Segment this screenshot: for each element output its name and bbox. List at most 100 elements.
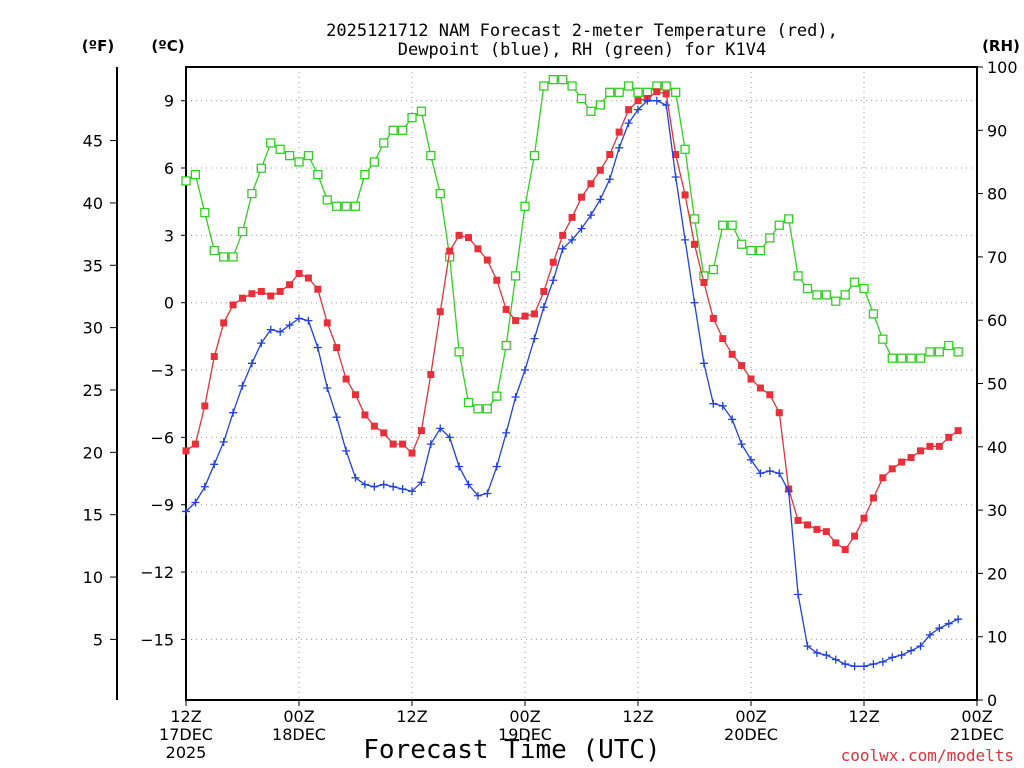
dewpoint-point xyxy=(925,630,934,639)
celsius-tick-label: −6 xyxy=(150,428,174,447)
rh-point xyxy=(529,150,540,161)
rh-point xyxy=(369,157,379,167)
rh-point xyxy=(859,283,869,294)
dewpoint-point xyxy=(596,195,605,204)
rh-point xyxy=(275,144,285,154)
dewpoint-point xyxy=(323,383,332,392)
dewpoint-point xyxy=(191,498,200,507)
dewpoint-point xyxy=(756,469,765,478)
rh-point xyxy=(595,100,605,110)
temperature-point xyxy=(578,193,585,201)
rh-tick-label: 90 xyxy=(987,121,1007,140)
temperature-point xyxy=(841,546,849,554)
dewpoint-point xyxy=(690,298,699,307)
rh-point xyxy=(360,169,370,180)
celsius-tick-label: −3 xyxy=(150,361,174,380)
dewpoint-point xyxy=(502,428,511,437)
dewpoint-point xyxy=(210,460,219,469)
temperature-point xyxy=(898,458,906,466)
rh-point xyxy=(181,176,191,186)
dewpoint-point xyxy=(398,485,407,493)
dewpoint-point xyxy=(445,433,454,442)
temperature-point xyxy=(794,516,802,524)
rh-point xyxy=(849,277,860,287)
temperature-point xyxy=(549,258,557,266)
fahrenheit-tick-label: 35 xyxy=(83,256,103,275)
rh-point xyxy=(548,75,558,85)
temperature-point xyxy=(427,371,435,379)
rh-point xyxy=(887,353,897,363)
temperature-point xyxy=(220,319,228,327)
temperature-point xyxy=(738,362,746,370)
temperature-point xyxy=(361,411,369,419)
fahrenheit-tick-label: 45 xyxy=(83,132,103,151)
rh-point xyxy=(708,264,718,275)
temperature-point xyxy=(493,276,501,284)
dewpoint-point xyxy=(332,413,341,422)
temperature-point xyxy=(229,301,237,309)
rh-point xyxy=(397,125,408,135)
temperature-point xyxy=(248,290,256,298)
rh-point xyxy=(284,150,295,161)
dewpoint-point xyxy=(219,437,228,446)
dewpoint-point xyxy=(888,653,897,662)
temperature-point xyxy=(380,429,388,437)
rh-point xyxy=(831,296,841,306)
dewpoint-point xyxy=(539,303,548,312)
time-tick-label: 12Z xyxy=(396,707,427,726)
dewpoint-point xyxy=(182,507,190,516)
dewpoint-point xyxy=(370,482,379,491)
dewpoint-point xyxy=(313,343,322,352)
temperature-point xyxy=(568,213,576,221)
temperature-point xyxy=(239,294,246,302)
rh-point xyxy=(200,207,210,218)
x-axis-label: Forecast Time (UTC) xyxy=(363,735,660,765)
temperature-point xyxy=(399,440,407,448)
rh-point xyxy=(350,201,361,211)
rh-point xyxy=(510,271,521,281)
dewpoint-point xyxy=(869,660,878,669)
dewpoint-point xyxy=(765,467,774,476)
dewpoint-point xyxy=(455,462,464,471)
rh-line xyxy=(185,79,959,410)
fahrenheit-unit-label: (ºF) xyxy=(82,37,114,55)
dewpoint-point xyxy=(238,381,247,390)
temperature-point xyxy=(888,465,896,473)
temperature-point xyxy=(945,433,953,441)
rh-point xyxy=(219,252,229,262)
dewpoint-point xyxy=(492,462,501,471)
rh-tick-label: 70 xyxy=(987,248,1007,267)
temperature-point xyxy=(747,375,755,383)
rh-point xyxy=(746,245,756,256)
temperature-point xyxy=(625,106,633,114)
dewpoint-point xyxy=(342,446,351,455)
temperature-point xyxy=(455,231,463,239)
temperature-point xyxy=(907,454,915,462)
rh-point xyxy=(209,245,219,256)
temperature-point xyxy=(446,247,454,255)
dewpoint-point xyxy=(530,334,539,343)
temperature-point xyxy=(530,310,538,318)
dewpoint-point xyxy=(436,424,445,433)
temperature-point xyxy=(804,521,811,529)
dewpoint-point xyxy=(841,660,850,669)
temperature-point xyxy=(756,384,764,392)
dewpoint-point xyxy=(360,480,369,489)
rh-tick-label: 20 xyxy=(987,564,1007,583)
dewpoint-point xyxy=(200,482,209,491)
dewpoint-point xyxy=(794,590,803,599)
rh-point xyxy=(774,220,784,230)
dewpoint-point xyxy=(747,455,755,464)
rh-point xyxy=(784,214,794,224)
temperature-point xyxy=(879,474,887,482)
dewpoint-point xyxy=(916,642,925,651)
time-tick-label: 00Z xyxy=(283,707,314,726)
temperature-point xyxy=(926,442,934,450)
dewpoint-point xyxy=(586,211,595,220)
rh-point xyxy=(802,283,813,294)
temperature-point xyxy=(436,308,444,316)
rh-point xyxy=(944,340,954,351)
fahrenheit-tick-label: 25 xyxy=(83,381,103,400)
dewpoint-point xyxy=(860,662,868,671)
